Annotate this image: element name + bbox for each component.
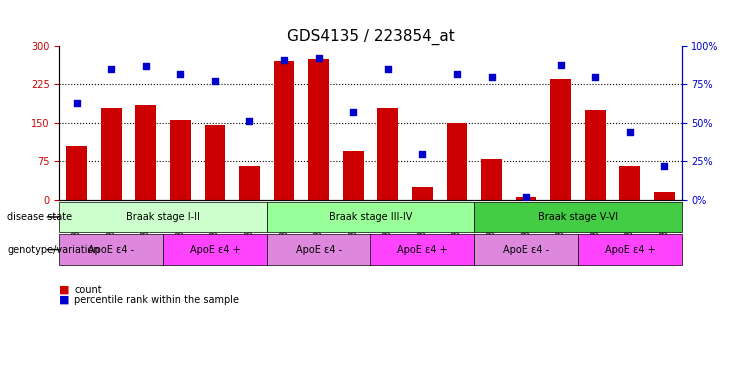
Text: ApoE ε4 +: ApoE ε4 + (190, 245, 240, 255)
Point (624, 129, 636, 135)
Point (555, 61, 567, 68)
Bar (136, 105, 156, 200)
Point (416, 151, 428, 157)
Text: count: count (74, 285, 102, 295)
Point (348, 109, 359, 115)
Text: ApoE ε4 -: ApoE ε4 - (88, 245, 134, 255)
Title: GDS4135 / 223854_at: GDS4135 / 223854_at (287, 28, 454, 45)
Bar (551, 79, 571, 200)
Text: ApoE ε4 +: ApoE ε4 + (397, 245, 448, 255)
Point (70, 100, 82, 106)
Point (244, 118, 256, 124)
Text: Braak stage V-VI: Braak stage V-VI (538, 212, 618, 222)
Text: disease state: disease state (7, 212, 73, 222)
Text: ApoE ε4 +: ApoE ε4 + (605, 245, 655, 255)
Point (589, 74, 601, 80)
Bar (66, 146, 87, 200)
Point (105, 66, 117, 72)
Bar (239, 166, 260, 200)
Bar (654, 192, 675, 200)
Text: Braak stage III-IV: Braak stage III-IV (329, 212, 412, 222)
Text: ApoE ε4 -: ApoE ε4 - (296, 245, 342, 255)
Bar (447, 123, 468, 200)
Bar (273, 61, 294, 200)
Text: ApoE ε4 -: ApoE ε4 - (503, 245, 549, 255)
Text: Braak stage I-II: Braak stage I-II (126, 212, 200, 222)
Point (451, 71, 463, 77)
Bar (412, 187, 433, 200)
Bar (585, 110, 605, 200)
Bar (481, 159, 502, 200)
Point (278, 57, 290, 63)
Point (659, 163, 671, 169)
Text: ■: ■ (59, 285, 70, 295)
Text: percentile rank within the sample: percentile rank within the sample (74, 295, 239, 305)
Point (382, 66, 393, 72)
Point (520, 194, 532, 200)
Text: ■: ■ (59, 295, 70, 305)
Point (313, 55, 325, 61)
Text: genotype/variation: genotype/variation (7, 245, 100, 255)
Bar (516, 197, 536, 200)
Point (140, 63, 152, 69)
Bar (170, 120, 190, 200)
Point (485, 74, 497, 80)
Bar (308, 59, 329, 200)
Bar (619, 166, 640, 200)
Bar (377, 108, 398, 200)
Bar (205, 126, 225, 200)
Bar (101, 108, 122, 200)
Bar (343, 151, 364, 200)
Point (209, 78, 221, 84)
Point (174, 71, 186, 77)
